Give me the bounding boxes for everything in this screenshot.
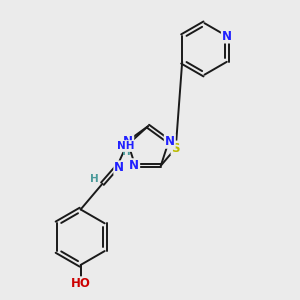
Text: N: N	[123, 135, 133, 148]
Text: N: N	[165, 135, 175, 148]
Text: N: N	[114, 161, 124, 174]
Text: NH: NH	[118, 141, 135, 151]
Text: H: H	[90, 174, 99, 184]
Text: N: N	[222, 30, 232, 43]
Text: N: N	[129, 159, 139, 172]
Text: S: S	[172, 142, 180, 154]
Text: H: H	[122, 147, 131, 157]
Text: HO: HO	[71, 277, 91, 290]
